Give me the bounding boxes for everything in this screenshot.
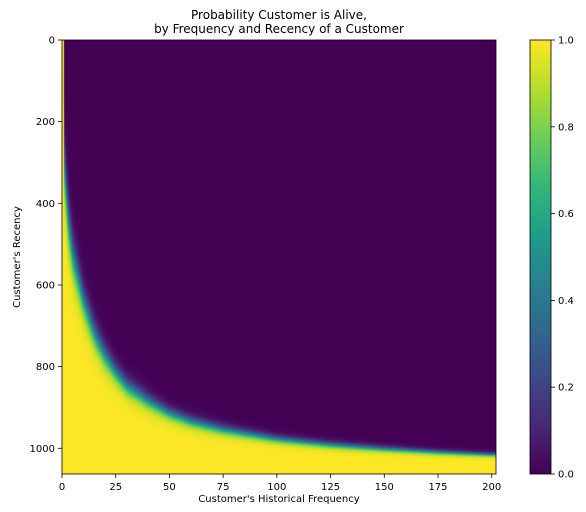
y-axis-label: Customer's Recency	[12, 206, 23, 308]
colorbar-tick-label: 0.6	[558, 209, 574, 220]
plot-area	[62, 40, 496, 474]
x-axis-label: Customer's Historical Frequency	[198, 494, 359, 505]
y-tick-label: 200	[36, 117, 55, 128]
colorbar-tick-label: 0.2	[558, 383, 574, 394]
colorbar-tick-label: 0.0	[558, 470, 574, 481]
x-axis: 0 25 50 75 100 125 150 175 200	[59, 474, 501, 493]
colorbar-tick-label: 0.4	[558, 296, 574, 307]
x-tick-label: 200	[482, 482, 501, 493]
colorbar-fill	[530, 40, 551, 474]
y-tick-label: 400	[36, 199, 55, 210]
heatmap-image	[62, 40, 496, 474]
x-tick-label: 125	[321, 482, 340, 493]
colorbar-tick-label: 1.0	[558, 36, 574, 47]
y-tick-label: 1000	[30, 444, 55, 455]
x-tick-label: 175	[428, 482, 447, 493]
x-tick-label: 100	[267, 482, 286, 493]
y-tick-label: 600	[36, 280, 55, 291]
x-tick-label: 75	[217, 482, 230, 493]
x-tick-label: 50	[163, 482, 176, 493]
x-tick-label: 25	[109, 482, 122, 493]
heatmap-container	[62, 40, 496, 474]
colorbar-ticks: 0.0 0.2 0.4 0.6 0.8 1.0	[551, 36, 574, 481]
y-axis: 0 200 400 600 800 1000	[30, 36, 62, 455]
y-tick-label: 800	[36, 362, 55, 373]
colorbar	[530, 40, 551, 474]
x-tick-label: 0	[59, 482, 65, 493]
x-tick-label: 150	[375, 482, 394, 493]
y-tick-label: 0	[49, 36, 55, 47]
colorbar-tick-label: 0.8	[558, 122, 574, 133]
